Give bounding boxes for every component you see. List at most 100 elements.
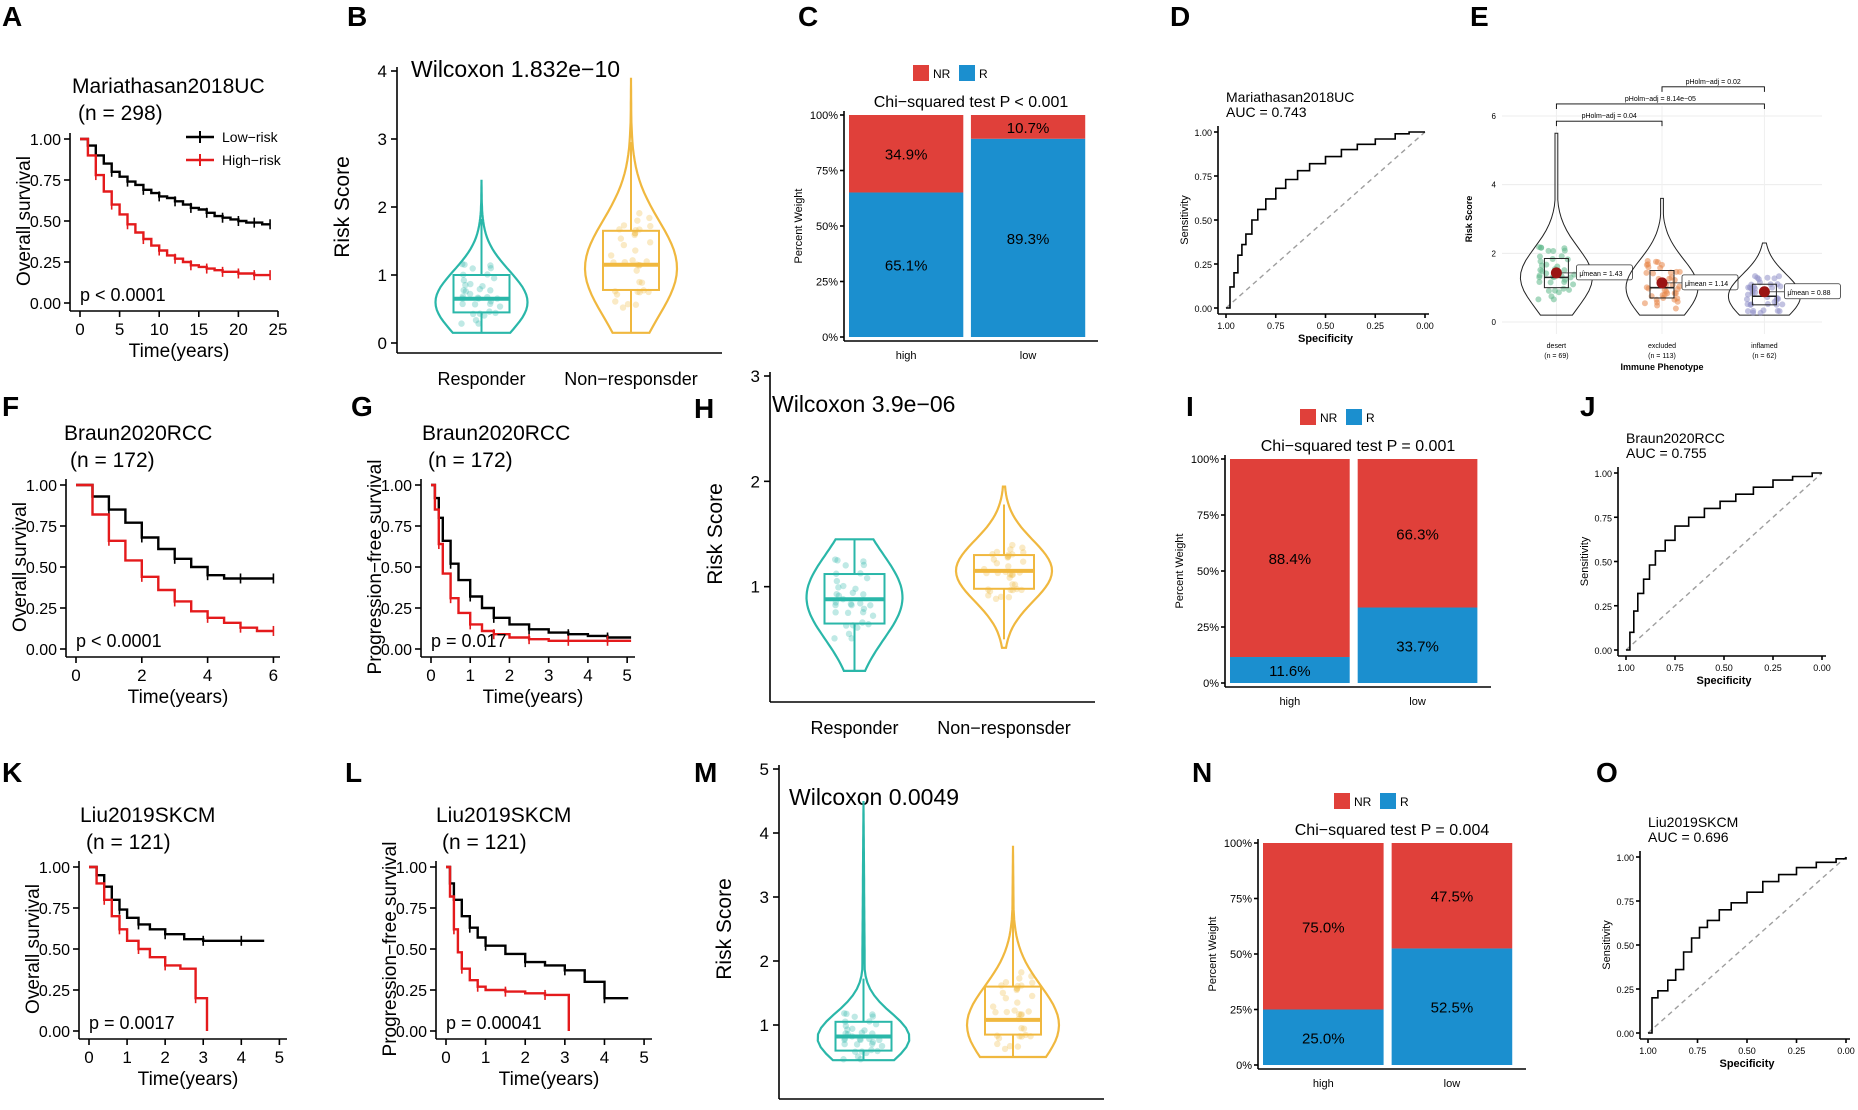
jitter-point [1555, 289, 1562, 296]
jitter-point [633, 267, 640, 274]
x-tick-label: 0.50 [1317, 321, 1335, 331]
jitter-point [459, 260, 466, 268]
jitter-point [1641, 300, 1648, 307]
y-tick-label: 2 [1492, 249, 1497, 258]
jitter-point [619, 304, 627, 311]
jitter-point [1760, 307, 1767, 314]
bar-segment-nr [849, 115, 964, 193]
y-axis-title: Overall survival [14, 156, 35, 286]
x-tick-label: 5 [639, 1048, 648, 1067]
panel-label-c: C [798, 1, 818, 32]
bracket-label: pHolm−adj = 0.04 [1582, 113, 1637, 120]
jitter-point [847, 600, 855, 608]
jitter-point [1777, 283, 1784, 290]
jitter-point [461, 261, 468, 268]
y-tick-label: 0.25 [1616, 985, 1634, 995]
jitter-point [869, 1013, 877, 1020]
y-tick-label: 0% [1236, 1060, 1252, 1072]
jitter-point [636, 210, 643, 217]
box [984, 985, 1042, 1036]
jitter-point [833, 590, 840, 598]
data-label-r: 11.6% [1269, 663, 1310, 680]
chart-title: Braun2020RCC [1626, 430, 1725, 446]
y-axis-title: Risk Score [704, 483, 727, 585]
box [1649, 270, 1675, 299]
significance-bracket [1661, 86, 1765, 92]
jitter-point [851, 1048, 859, 1055]
data-label-nr: 47.5% [1431, 889, 1474, 906]
jitter-point [624, 300, 632, 308]
jitter-point [1018, 1011, 1025, 1018]
jitter-point [1560, 285, 1567, 292]
chart-subtitle: (n = 172) [70, 449, 155, 472]
jitter-point [1536, 279, 1543, 286]
jitter-point [1643, 269, 1650, 276]
jitter-point [834, 557, 841, 564]
y-tick-label: 1.00 [381, 478, 412, 495]
y-tick-label: 0.50 [1616, 941, 1634, 951]
y-tick-label: 0.25 [396, 983, 427, 1000]
jitter-point [1644, 258, 1651, 265]
jitter-point [617, 235, 625, 242]
jitter-point [1764, 274, 1771, 281]
jitter-point [1764, 301, 1771, 308]
jitter-point [1006, 574, 1013, 581]
mean-label: μ̂mean = 1.14 [1685, 281, 1728, 288]
y-tick-label: 0% [822, 332, 838, 344]
y-tick-label: 0.75 [381, 519, 412, 536]
jitter-point [1754, 274, 1761, 281]
km-curve-low-risk [446, 865, 629, 1000]
x-tick-label: 0.50 [1738, 1046, 1756, 1056]
jitter-point [1650, 270, 1657, 277]
jitter-point [1014, 999, 1021, 1006]
jitter-point [992, 1009, 999, 1016]
x-tick-label: 2 [520, 1048, 529, 1067]
jitter-point [857, 600, 864, 607]
y-tick-label: 2 [751, 472, 760, 491]
x-tick-label: 0.25 [1764, 663, 1782, 673]
km-curve-high-risk [80, 137, 271, 277]
jitter-point [1643, 284, 1650, 291]
jitter-point [1009, 541, 1016, 549]
jitter-point [476, 285, 484, 293]
jitter-point [496, 303, 504, 310]
legend-swatch-r [1380, 793, 1396, 809]
jitter-point [1017, 1011, 1025, 1018]
y-axis-title: Risk Score [331, 156, 354, 258]
jitter-point [854, 624, 861, 631]
data-label-nr: 66.3% [1396, 526, 1439, 543]
y-tick-label: 3 [378, 130, 387, 149]
jitter-point [1536, 274, 1543, 281]
jitter-point [835, 584, 842, 591]
x-tick-label: excluded [1648, 343, 1676, 350]
jitter-point [1007, 546, 1014, 553]
jitter-point [851, 1013, 858, 1020]
jitter-point [998, 982, 1005, 989]
y-tick-label: 0.00 [26, 642, 57, 659]
y-tick-label: 6 [1492, 112, 1497, 121]
jitter-point [1657, 264, 1664, 271]
data-label-r: 33.7% [1396, 638, 1439, 655]
data-label-nr: 34.9% [885, 147, 928, 164]
jitter-point [1661, 286, 1668, 293]
jitter-point [487, 287, 494, 294]
y-tick-label: 50% [1197, 566, 1219, 578]
x-tick-label: 2 [505, 666, 514, 685]
jitter-point [1545, 287, 1552, 294]
box [602, 229, 660, 291]
p-value: p = 0.00041 [446, 1013, 542, 1033]
y-tick-label: 0 [1492, 318, 1497, 327]
jitter-point [472, 316, 480, 324]
y-tick-label: 0.00 [39, 1024, 70, 1041]
legend-swatch-nr [1300, 409, 1316, 425]
bar-segment-nr [1263, 843, 1384, 1010]
x-axis-title: Specificity [1719, 1058, 1775, 1070]
group-count: (n = 62) [1752, 353, 1776, 360]
mean-box [1576, 264, 1633, 281]
jitter-point [985, 592, 992, 599]
x-tick-label: 1 [481, 1048, 490, 1067]
x-axis-title: Specificity [1696, 675, 1752, 687]
jitter-point [646, 239, 654, 246]
jitter-point [458, 320, 465, 327]
p-value: p = 0.017 [431, 631, 507, 651]
